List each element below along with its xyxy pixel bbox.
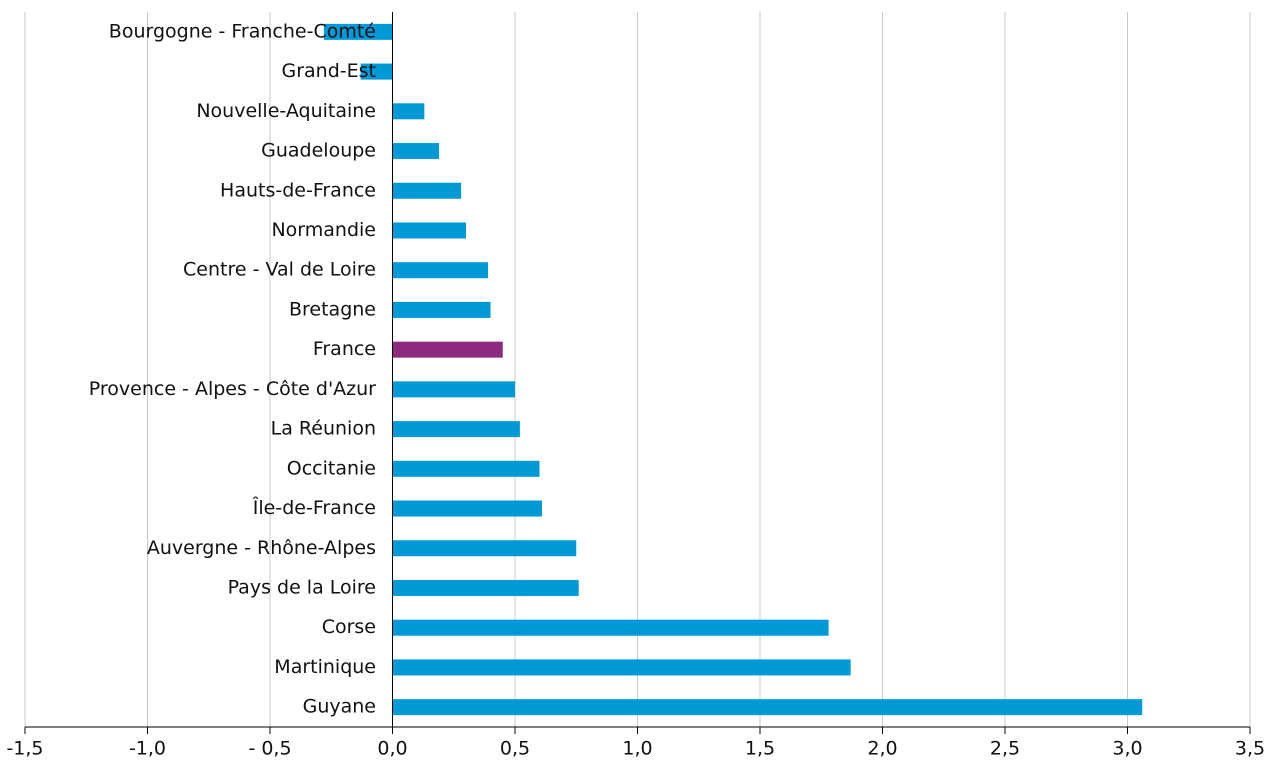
y-tick-label: Guyane [303,696,376,718]
y-tick-label: Corse [322,616,376,638]
bar [392,143,440,160]
y-tick-label: Provence - Alpes - Côte d'Azur [89,378,376,400]
bar [392,460,540,477]
x-tick-label: 2,0 [867,738,897,760]
y-tick-label: Hauts-de-France [220,179,376,201]
x-tick-label: 0,0 [377,738,407,760]
bar [323,23,393,40]
bar [392,103,425,120]
bar [392,579,579,596]
y-tick-label: Martinique [274,656,376,678]
x-tick-label: 0,5 [500,738,530,760]
x-tick-label: -1,5 [6,738,43,760]
y-tick-label: Grand-Est [282,60,377,82]
bar [392,262,489,279]
bar [392,301,491,318]
bar [392,381,515,398]
bar [392,341,503,358]
x-tick-label: 3,0 [1112,738,1142,760]
y-tick-label: Guadeloupe [261,140,376,162]
y-tick-label: Auvergne - Rhône-Alpes [147,537,376,559]
bar [392,699,1143,716]
bar [392,619,829,636]
y-tick-label: Centre - Val de Loire [183,259,376,281]
x-tick-label: -1,0 [129,738,166,760]
x-tick-label: 1,5 [745,738,775,760]
y-tick-label: France [313,338,376,360]
y-tick-label: Occitanie [287,457,376,479]
bar [392,222,466,239]
bar [392,182,462,199]
y-tick-label: La Réunion [271,418,376,440]
y-tick-label: Pays de la Loire [228,576,376,598]
bar [392,500,542,517]
x-tick-label: - 0,5 [248,738,291,760]
bar [360,63,393,80]
y-tick-label: Normandie [271,219,376,241]
bar [392,421,520,438]
x-tick-label: 3,5 [1235,738,1265,760]
x-tick-label: 1,0 [622,738,652,760]
bar [392,540,577,557]
bar [392,659,851,676]
y-tick-label: Nouvelle-Aquitaine [196,100,376,122]
x-tick-label: 2,5 [990,738,1020,760]
y-tick-label: Île-de-France [252,496,376,519]
y-tick-label: Bourgogne - Franche-Comté [109,20,376,42]
y-tick-label: Bretagne [289,298,376,320]
